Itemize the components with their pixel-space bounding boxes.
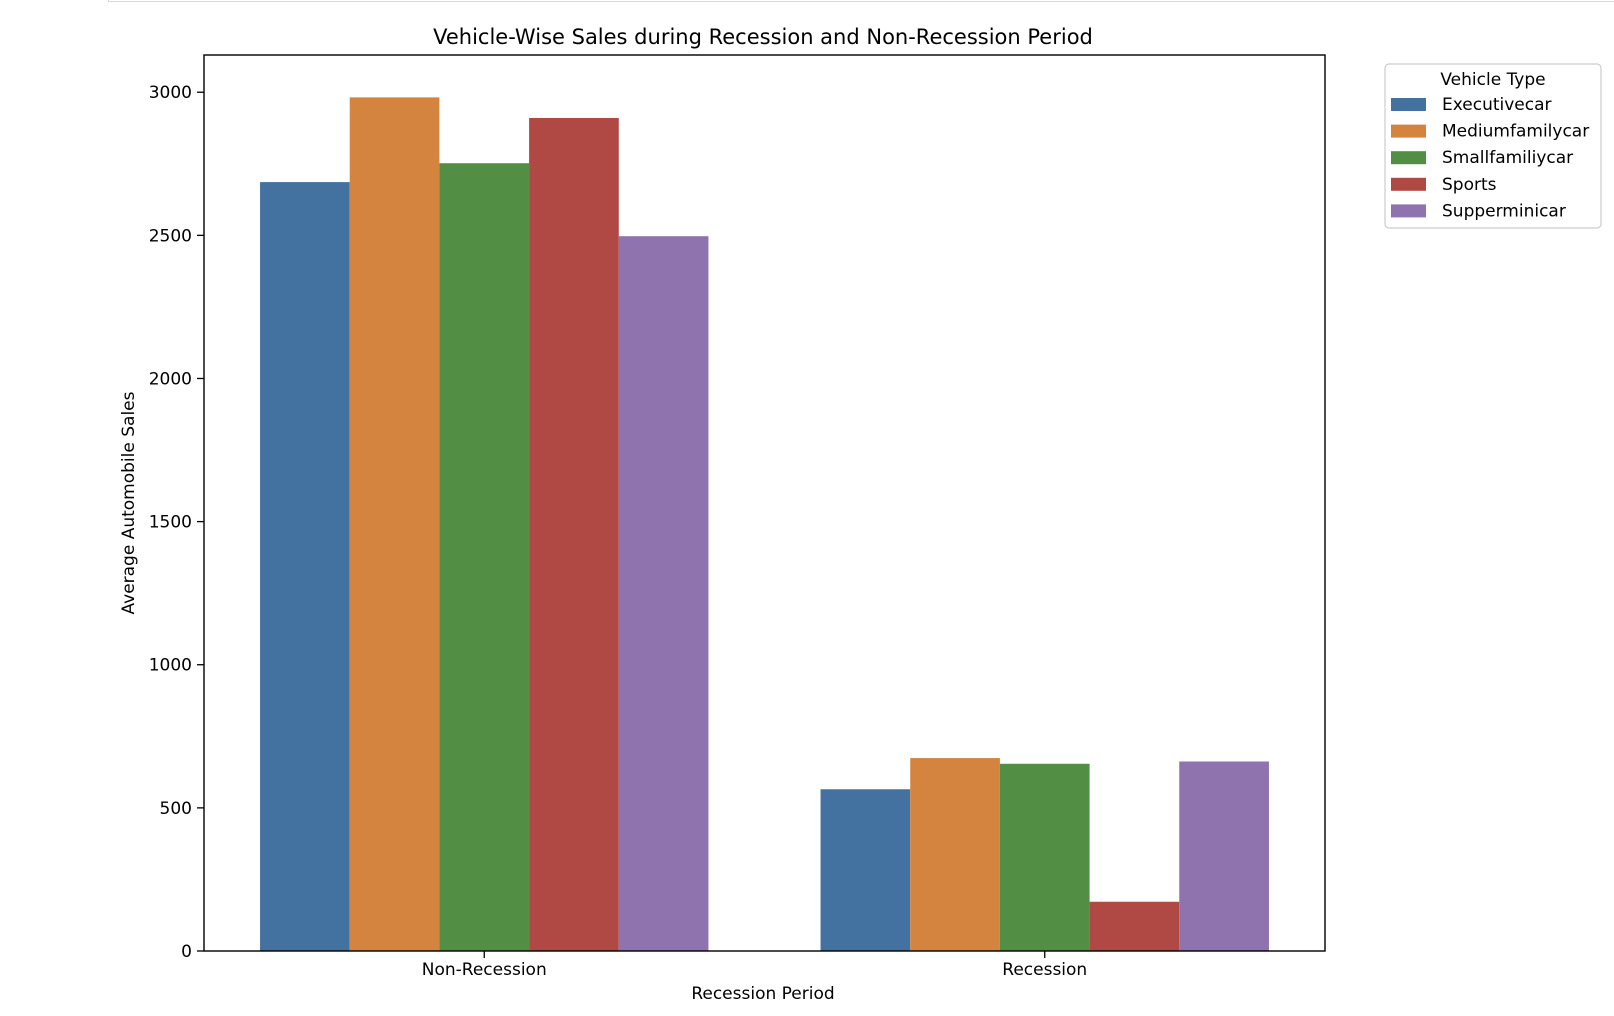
- y-tick-label: 1000: [149, 656, 192, 676]
- bar-non-recession-sports: [529, 117, 619, 952]
- legend-label-executivecar: Executivecar: [1442, 95, 1552, 115]
- legend: Vehicle Type Executivecar Mediumfamilycar S…: [1384, 63, 1602, 229]
- legend-swatch-supperminicar: [1391, 204, 1426, 218]
- chart-title: Vehicle-Wise Sales during Recession and …: [433, 25, 1093, 49]
- y-axis-label-group: Average Automobile Sales: [119, 391, 139, 614]
- legend-label-smallfamiliycar: Smallfamiliycar: [1442, 148, 1573, 168]
- legend-swatch-sports: [1391, 177, 1426, 191]
- bar-non-recession-executivecar: [260, 182, 350, 952]
- x-axis-label: Recession Period: [691, 984, 834, 1004]
- y-tick-label: 1500: [149, 513, 192, 533]
- x-tick-label: Non-Recession: [422, 960, 547, 980]
- legend-swatch-smallfamiliycar: [1391, 151, 1426, 165]
- ticks-layer: Non-Recession Recession 0 500 1000 1500 2000 25…: [149, 83, 1087, 980]
- bar-recession-sports: [1089, 901, 1180, 951]
- bar-recession-executivecar: [820, 789, 911, 951]
- legend-swatch-mediumfamilycar: [1391, 124, 1426, 138]
- bar-non-recession-supperminicar: [618, 236, 709, 951]
- y-tick-label: 500: [160, 799, 192, 819]
- plot-frame: [203, 54, 1326, 952]
- notebook-output-frame: [108, 0, 1614, 2]
- x-tick-label: Recession: [1002, 960, 1087, 980]
- bars-layer: [260, 97, 1269, 952]
- bar-recession-supperminicar: [1179, 761, 1269, 951]
- y-axis-label: Average Automobile Sales: [119, 391, 139, 614]
- y-tick-label: 2500: [149, 226, 192, 246]
- legend-box: [1384, 63, 1602, 229]
- bar-recession-mediumfamilycar: [910, 758, 1000, 951]
- legend-label-supperminicar: Supperminicar: [1442, 201, 1566, 221]
- legend-label-mediumfamilycar: Mediumfamilycar: [1442, 122, 1589, 142]
- legend-label-sports: Sports: [1442, 175, 1497, 195]
- y-tick-label: 3000: [149, 83, 192, 103]
- bar-non-recession-mediumfamilycar: [349, 97, 440, 952]
- y-tick-label: 0: [181, 942, 192, 962]
- legend-swatch-executivecar: [1391, 98, 1426, 111]
- y-tick-label: 2000: [149, 369, 192, 389]
- bar-recession-smallfamiliycar: [999, 763, 1090, 951]
- legend-title: Vehicle Type: [1440, 70, 1545, 90]
- bar-non-recession-smallfamiliycar: [439, 163, 530, 951]
